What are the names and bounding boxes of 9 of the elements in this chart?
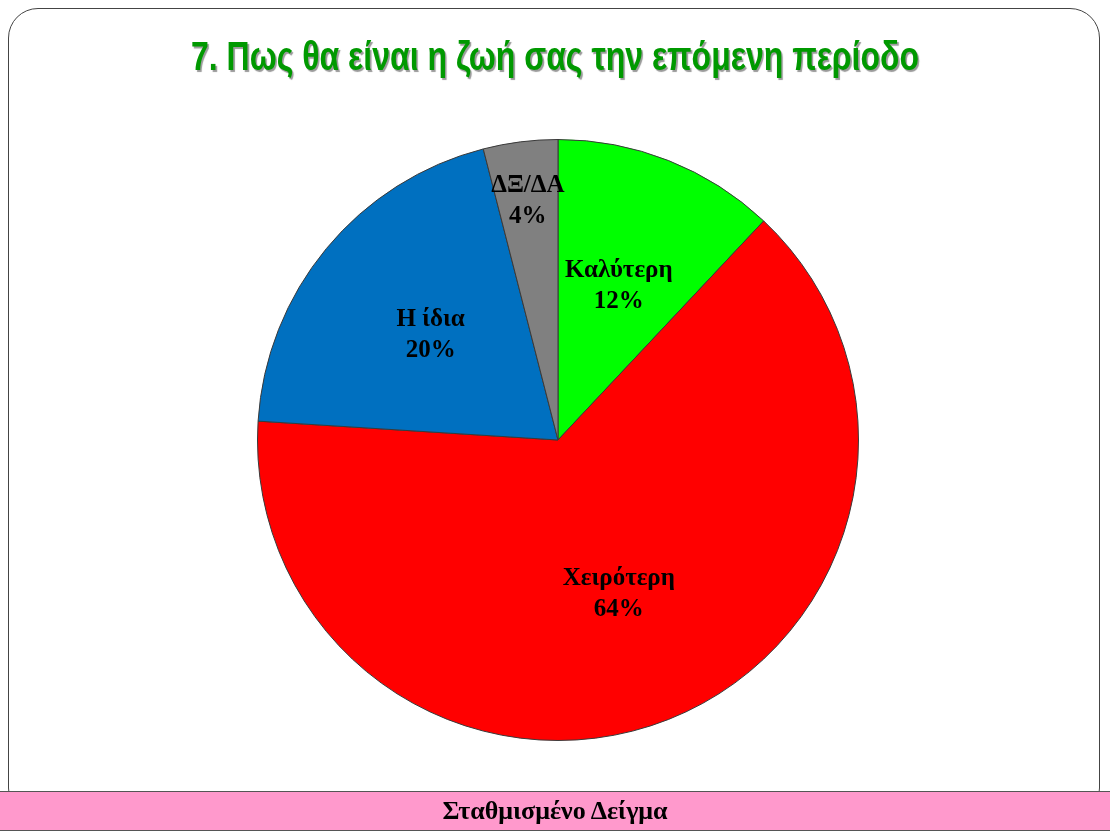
slice-label: Χειρότερη — [562, 562, 675, 590]
data-label: 4% — [509, 201, 547, 229]
data-label: 20% — [405, 334, 456, 362]
chart-title: 7. Πως θα είναι η ζωή σας την επόμενη περίοδο — [191, 34, 919, 79]
slice-label: Η ίδια — [396, 303, 465, 331]
text: Σταθμισμένο Δείγμα — [442, 796, 668, 825]
data-label: 64% — [593, 593, 644, 621]
data-label: 12% — [593, 286, 644, 314]
slice-label: Καλύτερη — [565, 255, 673, 283]
